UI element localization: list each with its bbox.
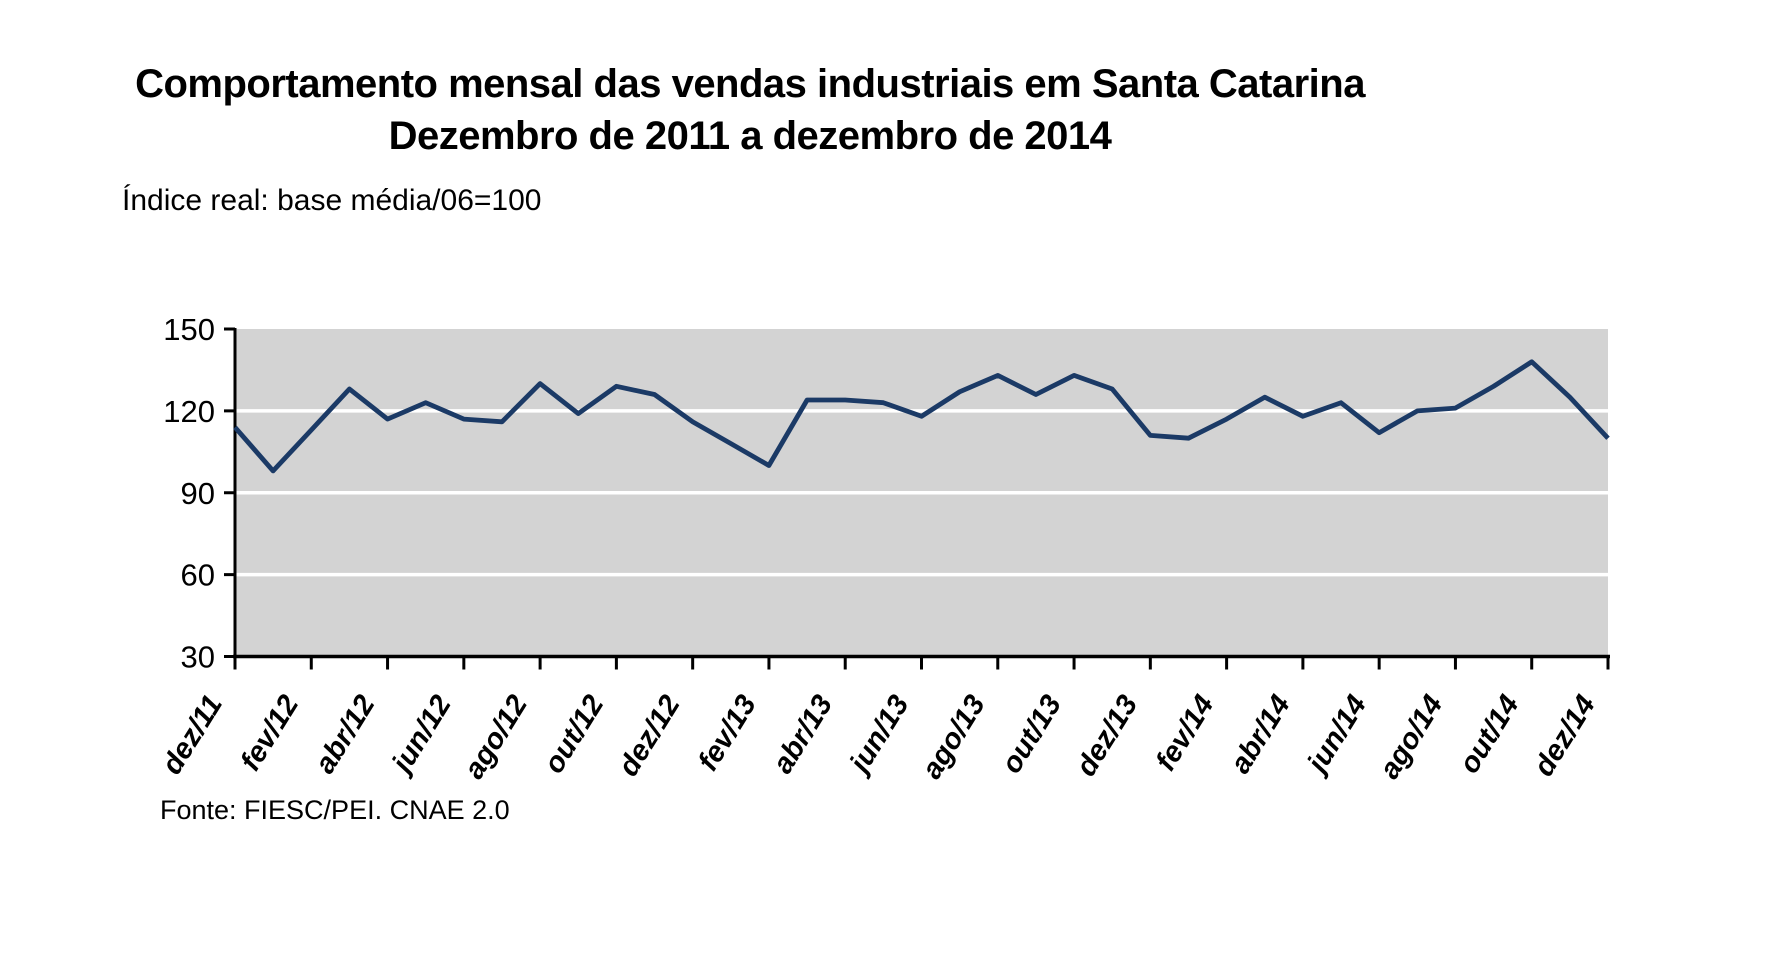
- x-tick-label-abr/14: abr/14: [1224, 690, 1296, 779]
- x-tick-label-out/12: out/12: [538, 690, 610, 779]
- y-tick-label-150: 150: [163, 312, 215, 347]
- chart-title: Comportamento mensal das vendas industri…: [40, 58, 1460, 162]
- x-tick-label-jun/14: jun/14: [1299, 690, 1373, 781]
- y-tick-label-120: 120: [163, 394, 215, 429]
- x-tick-label-ago/14: ago/14: [1374, 690, 1450, 785]
- y-tick-label-90: 90: [181, 476, 215, 511]
- x-tick-label-abr/12: abr/12: [309, 690, 381, 779]
- x-tick-label-abr/13: abr/13: [767, 690, 839, 779]
- x-tick-label-out/13: out/13: [996, 690, 1068, 779]
- x-tick-label-dez/11: dez/11: [156, 690, 229, 780]
- x-tick-label-out/14: out/14: [1453, 690, 1525, 779]
- chart-title-line1: Comportamento mensal das vendas industri…: [135, 62, 1365, 106]
- x-tick-label-fev/14: fev/14: [1150, 690, 1221, 777]
- x-tick-label-fev/13: fev/13: [692, 690, 763, 777]
- x-tick-label-dez/12: dez/12: [612, 690, 686, 782]
- x-tick-label-fev/12: fev/12: [234, 690, 305, 777]
- x-tick-label-dez/13: dez/13: [1070, 690, 1144, 782]
- x-tick-label-dez/14: dez/14: [1528, 690, 1602, 782]
- y-tick-label-30: 30: [181, 640, 215, 675]
- x-tick-label-ago/13: ago/13: [916, 690, 992, 785]
- sales-index-series-line: [233, 359, 1610, 474]
- x-tick-label-jun/12: jun/12: [384, 690, 458, 781]
- source-note: Fonte: FIESC/PEI. CNAE 2.0: [160, 795, 510, 825]
- chart-title-line2: Dezembro de 2011 a dezembro de 2014: [388, 114, 1112, 158]
- x-tick-label-ago/12: ago/12: [458, 690, 534, 785]
- chart-subtitle: Índice real: base média/06=100: [122, 184, 542, 217]
- x-tick-label-jun/13: jun/13: [842, 690, 916, 781]
- y-tick-label-60: 60: [181, 558, 215, 593]
